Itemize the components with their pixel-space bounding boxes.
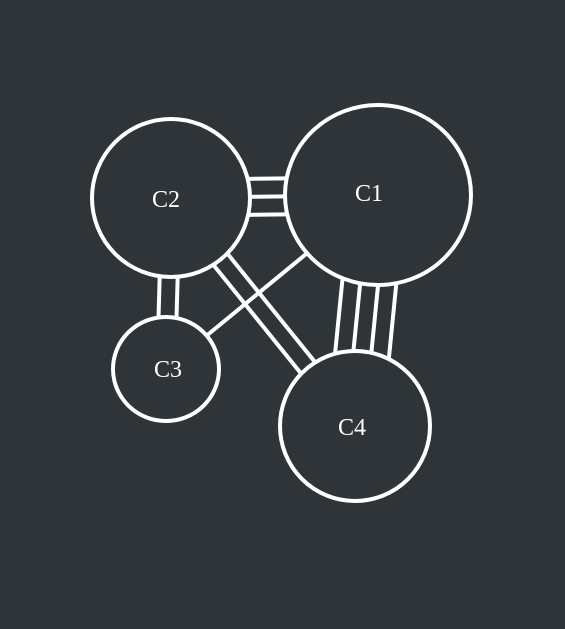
node-c4-label: C4 xyxy=(338,415,366,441)
node-c2-label: C2 xyxy=(152,187,180,213)
node-c3-label: C3 xyxy=(154,357,182,383)
edge-line xyxy=(351,283,363,352)
edges-layer xyxy=(156,176,399,375)
node-c1[interactable]: C1 xyxy=(283,103,473,287)
edge-line xyxy=(211,263,303,375)
edge-line xyxy=(205,251,309,338)
edge-line xyxy=(249,194,286,199)
edge-c2-c3[interactable] xyxy=(156,276,180,319)
edge-line xyxy=(248,212,288,217)
edge-line xyxy=(174,276,180,319)
edge-line xyxy=(225,252,317,364)
edge-c1-c4[interactable] xyxy=(333,278,399,360)
edge-c1-c3[interactable] xyxy=(205,251,309,338)
node-c1-circle xyxy=(283,103,473,287)
node-c3-circle xyxy=(111,315,221,423)
edge-line xyxy=(386,283,399,360)
node-c2-circle xyxy=(90,117,252,279)
nodes-layer: C1 C2 C3 C4 xyxy=(90,103,473,503)
edge-c1-c2[interactable] xyxy=(247,176,288,217)
edge-c2-c4[interactable] xyxy=(211,252,317,375)
node-c3[interactable]: C3 xyxy=(111,315,221,423)
edge-line xyxy=(369,284,381,353)
edge-line xyxy=(156,276,162,318)
node-c4-circle xyxy=(278,349,432,503)
edge-line xyxy=(333,278,345,354)
node-c1-label: C1 xyxy=(355,181,383,207)
node-c4[interactable]: C4 xyxy=(278,349,432,503)
node-c2[interactable]: C2 xyxy=(90,117,252,279)
edge-line xyxy=(247,176,287,181)
